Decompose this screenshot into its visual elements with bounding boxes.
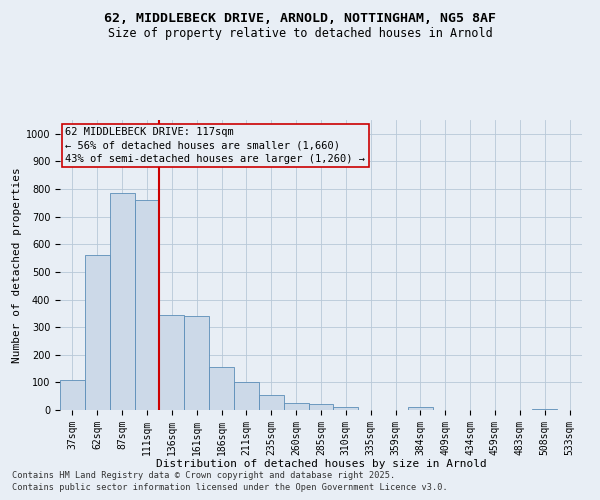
Bar: [284, 403, 308, 410]
Bar: [160, 314, 184, 410]
Bar: [60, 380, 85, 410]
Bar: [532, 408, 557, 410]
Text: Size of property relative to detached houses in Arnold: Size of property relative to detached ho…: [107, 28, 493, 40]
Y-axis label: Number of detached properties: Number of detached properties: [11, 167, 22, 363]
Bar: [184, 316, 209, 410]
Bar: [134, 200, 160, 410]
Bar: [408, 407, 433, 410]
Bar: [209, 367, 234, 410]
Text: 62, MIDDLEBECK DRIVE, ARNOLD, NOTTINGHAM, NG5 8AF: 62, MIDDLEBECK DRIVE, ARNOLD, NOTTINGHAM…: [104, 12, 496, 26]
Bar: [259, 395, 284, 410]
X-axis label: Distribution of detached houses by size in Arnold: Distribution of detached houses by size …: [155, 459, 487, 469]
Bar: [234, 382, 259, 410]
Text: Contains public sector information licensed under the Open Government Licence v3: Contains public sector information licen…: [12, 484, 448, 492]
Bar: [334, 407, 358, 410]
Text: Contains HM Land Registry data © Crown copyright and database right 2025.: Contains HM Land Registry data © Crown c…: [12, 471, 395, 480]
Bar: [308, 404, 334, 410]
Text: 62 MIDDLEBECK DRIVE: 117sqm
← 56% of detached houses are smaller (1,660)
43% of : 62 MIDDLEBECK DRIVE: 117sqm ← 56% of det…: [65, 127, 365, 164]
Bar: [110, 193, 134, 410]
Bar: [85, 256, 110, 410]
